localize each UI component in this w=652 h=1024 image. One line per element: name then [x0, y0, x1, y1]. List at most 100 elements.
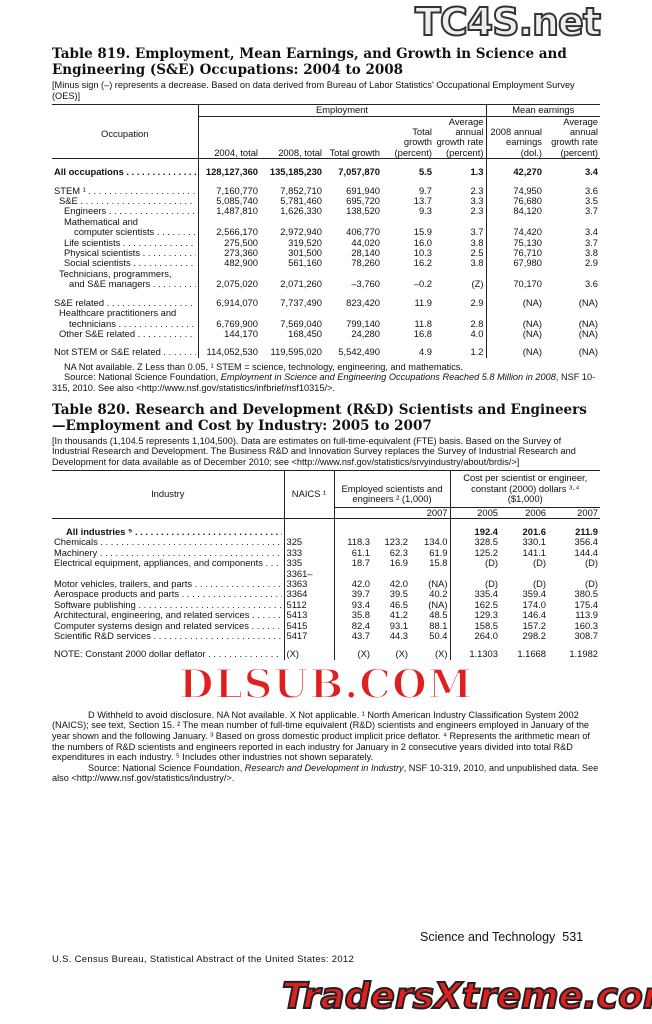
naics-code: 333	[283, 547, 334, 559]
row-label-cell: Computer systems design and related serv…	[52, 621, 284, 631]
cell-value: 3.4	[584, 166, 598, 178]
row-label-cell: Motor vehicles, trailers, and parts	[52, 569, 284, 590]
naics-code: (X)	[283, 641, 334, 660]
cell-value: 359.4	[522, 589, 546, 600]
cell-value: 13.7	[413, 196, 432, 207]
cell-value	[485, 216, 544, 228]
cell-value	[434, 308, 486, 318]
table-row: Not STEM or S&E related114,052,530 119,59…	[52, 339, 600, 358]
cell-value: 162.5	[449, 599, 500, 611]
cell-value: 61.9	[429, 547, 448, 558]
row-label-cell: Software publishing	[52, 600, 284, 610]
cell-value: 50.4	[429, 630, 448, 641]
table-row: STEM ¹7,160,770 7,852,710 691,940 9.7 2.374,…	[52, 177, 600, 197]
cell-value: 9.3	[418, 206, 432, 217]
table-row: Architectural, engineering, and related …	[52, 610, 600, 621]
cell-value	[485, 268, 544, 280]
cell-value: 11.8	[414, 318, 432, 329]
table-row: S&E related6,914,070 7,737,490 823,420 11.9…	[52, 289, 600, 309]
table-820-source: Source: National Science Foundation, Res…	[52, 763, 600, 784]
row-label: Machinery	[54, 548, 282, 558]
cell-value: 7,160,770	[197, 177, 260, 197]
cell-value: 298.2	[522, 630, 546, 641]
cell-value: (NA)	[578, 318, 598, 329]
cell-value: (D)	[449, 558, 500, 569]
row-label: Mathematical and	[64, 216, 138, 227]
cell-value: 88.1	[429, 620, 448, 631]
cell-value: 3.5	[584, 196, 598, 207]
cell-value: (NA)	[428, 577, 448, 589]
year-header: 2007	[577, 507, 599, 518]
cell-value: (NA)	[485, 339, 544, 358]
cell-value: 16.9	[389, 558, 408, 569]
cell-value	[434, 217, 486, 227]
cell-value: 273,360	[197, 248, 260, 259]
row-label-cell: computer scientists	[52, 227, 198, 237]
cell-value: 5,542,490	[338, 346, 380, 358]
cell-value: (NA)	[578, 346, 598, 358]
row-label-cell: Machinery	[52, 548, 284, 558]
table-row: Other S&E related144,170 168,450 24,280 16.…	[52, 328, 600, 340]
cell-value: 82.4	[333, 620, 372, 631]
row-label: Technicians, programmers,	[59, 268, 172, 279]
cell-value: 62.3	[389, 547, 408, 558]
cell-value	[260, 269, 324, 279]
cell-value: 146.4	[522, 610, 546, 621]
cell-value: 119,595,020	[270, 346, 322, 358]
cell-value: 9.7	[418, 184, 432, 196]
cell-value: 168,450	[288, 328, 322, 339]
cell-value: 10.3	[413, 248, 432, 259]
table-row: S&E5,085,740 5,781,460 695,720 13.7 3.376,68…	[52, 196, 600, 207]
cell-value: (NA)	[485, 328, 544, 340]
cell-value: 135,185,230	[269, 166, 322, 178]
row-label-cell: S&E	[52, 196, 198, 206]
cell-value: 330.1	[522, 537, 546, 548]
cell-value: 7,852,710	[280, 184, 322, 196]
cell-value: 3.7	[584, 237, 598, 248]
row-label: S&E	[54, 196, 196, 206]
year-header: 2006	[525, 507, 546, 518]
cell-value: (Z)	[471, 279, 484, 290]
row-label: Aerospace products and parts	[54, 589, 282, 599]
cell-value: 4.9	[418, 346, 432, 358]
cell-value: 41.2	[389, 610, 408, 621]
row-label: Engineers	[54, 206, 196, 216]
table-820-footnote: D Withheld to avoid disclosure. NA Not a…	[52, 709, 590, 763]
source-suffix: , NSF 10-319, 2010, and unpublished data…	[52, 762, 599, 784]
row-label: technicians	[54, 319, 196, 329]
row-label-cell: Social scientists	[52, 258, 198, 268]
cell-value: (NA)	[428, 599, 448, 610]
row-label: computer scientists	[54, 227, 196, 237]
cell-value: 6,769,900	[197, 318, 260, 329]
cell-value: 2,972,940	[280, 227, 322, 238]
table-row: Electrical equipment, appliances, and co…	[52, 558, 600, 569]
cell-value: 144,170	[197, 328, 260, 340]
col-header: 2008 annual earnings (dol.)	[485, 116, 544, 159]
cell-value	[382, 269, 434, 279]
row-label: Healthcare practitioners and	[59, 308, 177, 319]
group-cost: Cost per scientist or engineer, constant…	[449, 470, 601, 508]
cell-value: (X)	[435, 648, 448, 660]
row-label: Scientific R&D services	[54, 631, 282, 641]
naics-code: 5417	[283, 630, 334, 642]
col-header: Average annual growth rate (percent)	[551, 116, 598, 158]
row-label: NOTE: Constant 2000 dollar deflator	[54, 649, 282, 659]
cell-value: 7,569,040	[280, 318, 322, 329]
cell-value	[333, 518, 372, 538]
cell-value	[544, 269, 600, 279]
cell-value: 134.0	[424, 537, 448, 548]
cell-value: 24,280	[351, 328, 380, 339]
cell-value: 114,052,530	[197, 339, 260, 358]
cell-value: 3.7	[584, 206, 598, 217]
row-label: STEM ¹	[54, 186, 196, 196]
cell-value: 4.0	[470, 328, 484, 339]
cell-value: 125.2	[449, 547, 500, 559]
year-header: 2007	[426, 507, 448, 518]
cell-value: 16.8	[413, 328, 432, 339]
cell-value: 18.7	[333, 558, 372, 569]
cell-value	[544, 308, 600, 318]
table-row: Scientific R&D services541743.744.350.42…	[52, 630, 600, 642]
naics-code: 325	[283, 537, 334, 548]
row-label-cell: Other S&E related	[52, 329, 198, 339]
